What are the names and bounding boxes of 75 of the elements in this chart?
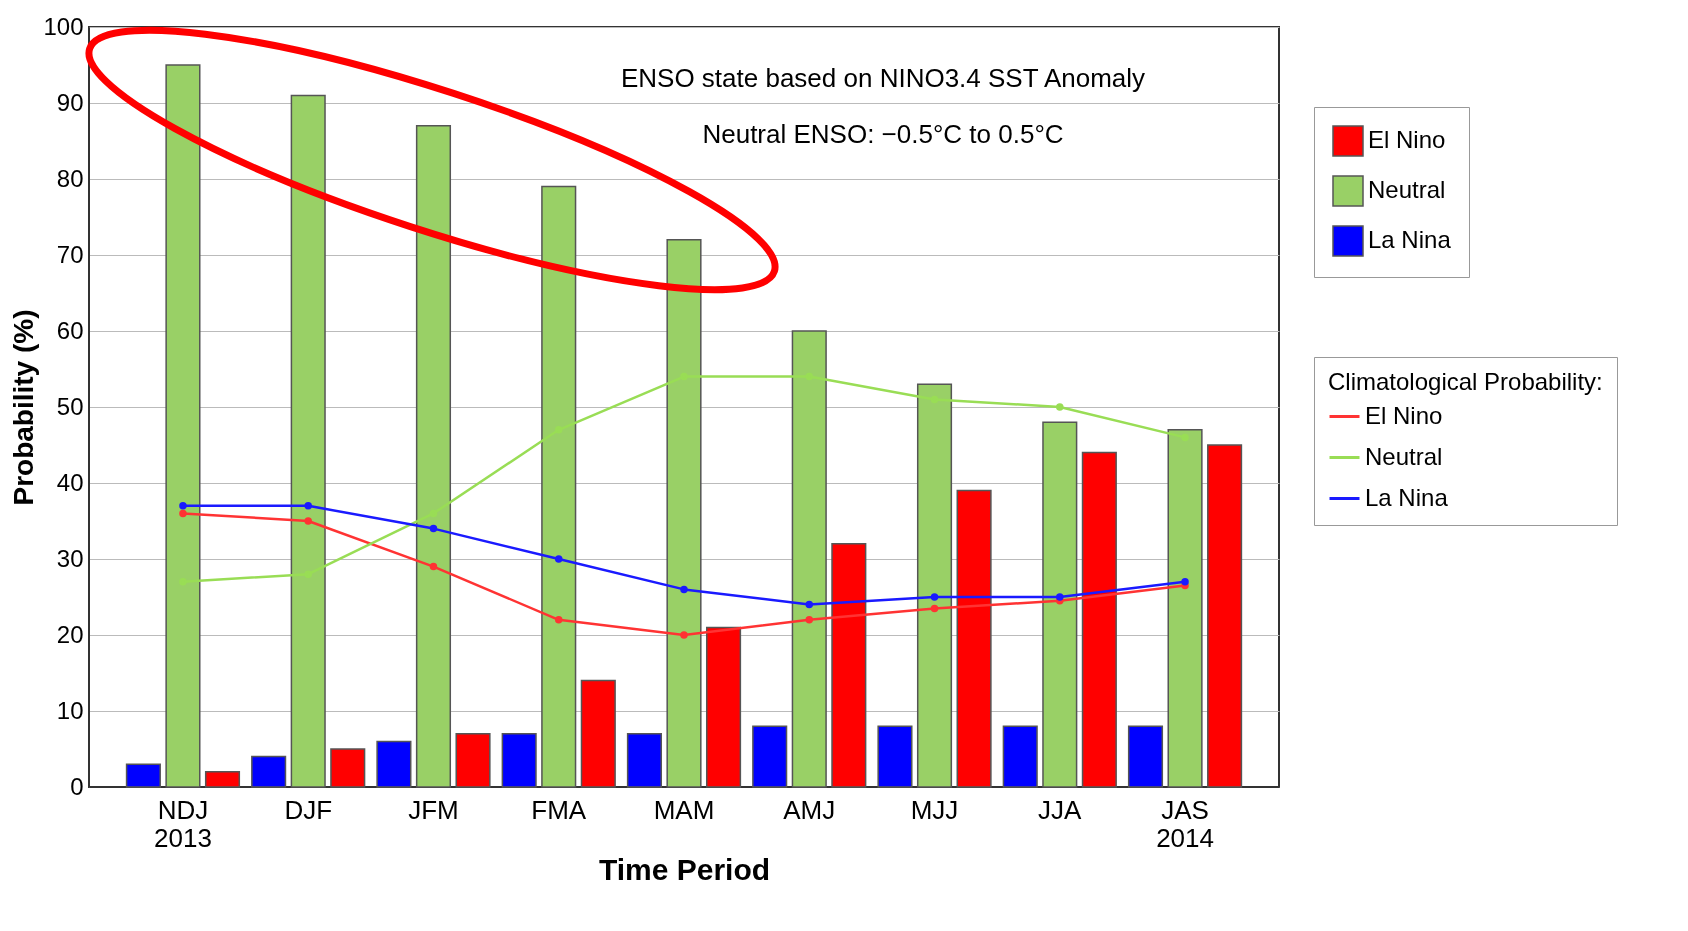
point xyxy=(179,509,187,518)
point xyxy=(930,604,939,613)
bar xyxy=(1042,421,1078,788)
legend-label: El Nino xyxy=(1365,401,1443,429)
y-tick-label: 100 xyxy=(43,12,84,40)
x-tick-label: JFM xyxy=(408,794,459,825)
y-tick-label: 10 xyxy=(56,696,84,724)
bar xyxy=(125,763,161,788)
bar xyxy=(251,755,287,788)
legend-title: Climatological Probability: xyxy=(1328,368,1603,395)
point xyxy=(680,585,688,594)
x-tick-label: NDJ 2013 xyxy=(154,794,212,853)
bar xyxy=(877,725,913,788)
y-tick-label: 90 xyxy=(56,88,84,116)
point xyxy=(555,616,563,624)
bar xyxy=(376,740,412,788)
bar xyxy=(916,383,953,788)
point xyxy=(555,555,563,563)
point xyxy=(179,502,187,510)
y-tick-label: 30 xyxy=(56,544,84,572)
bar xyxy=(1127,725,1164,788)
bar xyxy=(501,733,537,788)
point xyxy=(805,616,813,624)
point xyxy=(1056,593,1064,601)
y-tick-label: 50 xyxy=(56,392,84,420)
x-tick-label: JJA xyxy=(1038,794,1083,825)
bar xyxy=(1002,725,1038,788)
x-tick-label: JAS 2014 xyxy=(1156,794,1214,853)
annotation: Neutral ENSO: −0.5°C to 0.5°C xyxy=(702,119,1064,149)
bar xyxy=(956,489,992,788)
x-tick-label: DJF xyxy=(284,794,333,825)
point xyxy=(930,593,939,601)
bar xyxy=(330,748,366,788)
bar xyxy=(455,733,491,788)
y-tick-label: 70 xyxy=(56,240,84,268)
bar xyxy=(580,679,616,788)
y-tick-label: 40 xyxy=(56,468,84,496)
bar xyxy=(1167,429,1203,788)
bar xyxy=(1207,444,1243,788)
bar xyxy=(791,330,827,788)
bar xyxy=(1081,451,1117,788)
x-tick-label: AMJ xyxy=(783,794,836,825)
annotation: ENSO state based on NINO3.4 SST Anomaly xyxy=(620,63,1146,93)
point xyxy=(680,631,688,639)
y-axis-title: Probability (%) xyxy=(8,309,40,506)
bar xyxy=(831,543,867,788)
point xyxy=(304,502,312,510)
y-tick-label: 80 xyxy=(56,164,84,192)
legend-label: Neutral xyxy=(1368,176,1446,203)
point xyxy=(805,600,813,609)
x-tick-label: MAM xyxy=(653,794,715,825)
legend-label: La Nina xyxy=(1365,483,1449,511)
point xyxy=(429,524,438,533)
y-tick-label: 0 xyxy=(70,772,84,800)
bar xyxy=(752,725,788,788)
bar xyxy=(204,771,241,788)
legend-label: El Nino xyxy=(1368,126,1446,153)
point xyxy=(1181,578,1189,586)
legend-label: La Nina xyxy=(1368,226,1452,253)
x-tick-label: FMA xyxy=(531,794,587,825)
bar xyxy=(706,626,742,788)
bar xyxy=(666,239,702,788)
point xyxy=(1056,403,1064,411)
x-tick-label: MJJ xyxy=(910,794,959,825)
bar xyxy=(165,64,201,788)
y-tick-label: 20 xyxy=(56,620,84,648)
legend-label: Neutral xyxy=(1365,442,1443,470)
point xyxy=(304,517,312,525)
bar xyxy=(415,125,452,788)
bar xyxy=(290,94,326,788)
bar xyxy=(626,733,662,788)
point xyxy=(429,562,438,571)
y-tick-label: 60 xyxy=(56,316,84,344)
x-axis-title: Time Period xyxy=(598,852,771,886)
bar xyxy=(541,185,577,788)
